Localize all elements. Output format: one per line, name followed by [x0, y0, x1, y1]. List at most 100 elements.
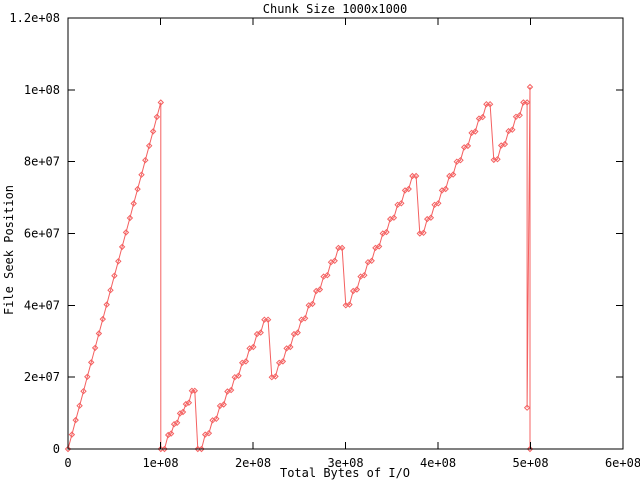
point-marker [134, 185, 141, 193]
x-tick-label: 3e+08 [327, 456, 363, 470]
point-marker [242, 358, 250, 365]
point-marker [279, 358, 287, 365]
point-marker [250, 343, 257, 351]
point-marker [173, 419, 181, 427]
point-marker [405, 185, 412, 193]
point-marker [257, 329, 264, 336]
point-marker [523, 404, 531, 411]
point-marker [149, 128, 157, 135]
point-marker [472, 128, 479, 135]
y-tick-label: 6e+07 [24, 227, 60, 241]
point-marker [185, 399, 193, 406]
point-marker [191, 387, 199, 395]
y-tick-label: 1.2e+08 [9, 11, 60, 25]
point-marker [213, 415, 220, 423]
point-marker [383, 228, 390, 236]
point-marker [84, 373, 91, 381]
point-marker [420, 229, 427, 237]
point-marker [412, 172, 420, 180]
point-marker [464, 142, 472, 150]
point-marker [390, 214, 398, 221]
point-marker [509, 126, 516, 133]
point-marker [316, 286, 324, 293]
point-marker [126, 214, 134, 222]
point-marker [324, 271, 331, 279]
point-marker [272, 373, 279, 380]
x-tick-label: 0 [64, 456, 71, 470]
point-marker [309, 300, 316, 308]
x-tick-label: 1e+08 [142, 456, 178, 470]
point-marker [72, 416, 79, 424]
series-line [67, 86, 531, 450]
point-marker [205, 429, 213, 437]
point-marker [442, 185, 449, 193]
point-marker [118, 243, 126, 251]
x-tick-label: 5e+08 [512, 456, 548, 470]
point-marker [142, 156, 149, 164]
point-marker [457, 156, 464, 164]
point-marker [449, 171, 457, 178]
point-marker [294, 329, 301, 336]
point-marker [501, 140, 509, 148]
point-marker [301, 315, 309, 322]
point-marker [153, 113, 161, 121]
point-marker [264, 316, 272, 323]
point-marker [516, 112, 523, 119]
point-marker [427, 214, 435, 221]
point-marker [179, 408, 187, 416]
point-marker [111, 272, 118, 279]
point-marker [523, 99, 531, 106]
point-marker [361, 271, 368, 279]
point-marker [122, 229, 130, 236]
plot-border [67, 17, 624, 450]
point-marker [227, 386, 235, 394]
point-marker [99, 315, 107, 323]
point-marker [64, 445, 72, 453]
point-marker [145, 142, 153, 150]
y-tick-label: 2e+07 [24, 370, 60, 384]
y-tick-label: 8e+07 [24, 155, 60, 169]
point-marker [346, 301, 353, 308]
x-axis-label: Total Bytes of I/O [280, 466, 410, 480]
x-tick-label: 4e+08 [420, 456, 456, 470]
point-marker [375, 243, 383, 250]
y-tick-label: 0 [53, 442, 60, 456]
y-axis-label: File Seek Position [2, 185, 16, 315]
chart-title: Chunk Size 1000x1000 [263, 2, 408, 16]
point-marker [91, 344, 99, 352]
point-marker [479, 113, 486, 121]
point-marker [526, 445, 534, 453]
point-marker [107, 286, 114, 294]
point-marker [138, 171, 145, 178]
point-marker [435, 200, 442, 207]
point-marker [353, 286, 361, 293]
y-tick-label: 1e+08 [24, 83, 60, 97]
point-marker [526, 83, 534, 91]
point-marker [103, 301, 110, 308]
point-marker [338, 244, 346, 252]
point-marker [287, 343, 294, 351]
point-marker [198, 445, 205, 453]
x-tick-label: 6e+08 [605, 456, 640, 470]
point-marker [157, 99, 165, 106]
point-marker [167, 430, 175, 437]
point-marker [368, 257, 375, 265]
point-marker [220, 401, 227, 408]
point-marker [68, 431, 76, 438]
point-marker [398, 200, 405, 207]
point-marker [161, 445, 168, 453]
point-marker [486, 100, 494, 108]
x-tick-label: 2e+08 [235, 456, 271, 470]
data-series [64, 83, 534, 453]
point-marker [331, 257, 338, 265]
point-marker [115, 258, 122, 265]
point-marker [95, 330, 103, 337]
point-marker [87, 359, 95, 366]
axis-ticks: 0 1e+08 2e+08 3e+08 4e+08 5e+08 6e+08 0 2e+07 4e+… [9, 11, 640, 470]
point-marker [80, 387, 87, 395]
y-tick-label: 4e+07 [24, 298, 60, 312]
point-marker [76, 402, 83, 409]
point-marker [494, 155, 501, 163]
